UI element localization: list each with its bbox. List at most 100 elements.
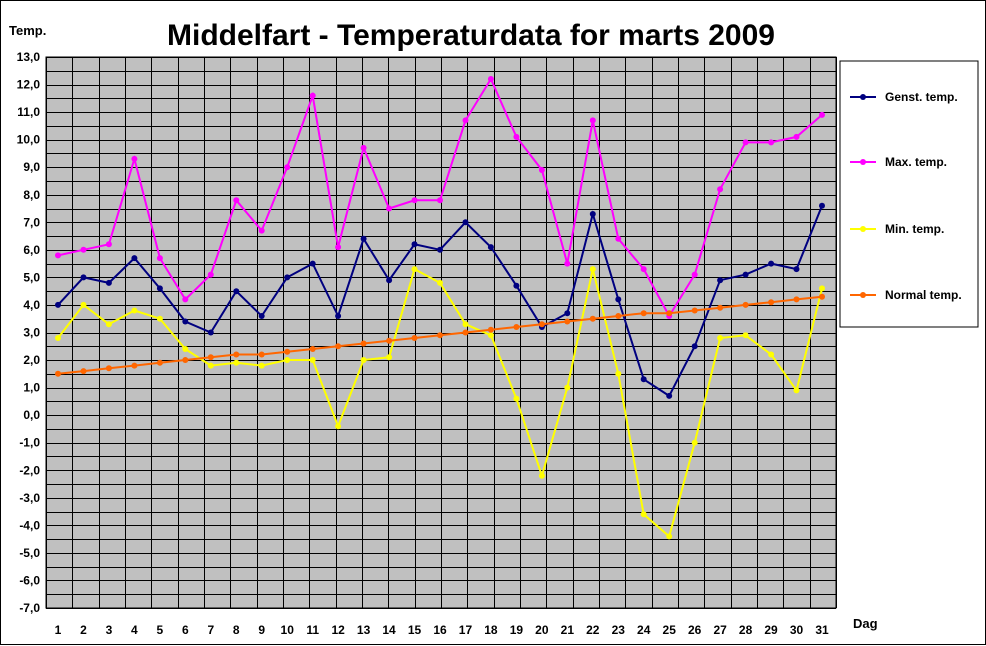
data-point bbox=[360, 144, 367, 151]
data-point bbox=[131, 255, 138, 262]
legend-swatch-marker bbox=[860, 94, 866, 100]
data-point bbox=[207, 329, 214, 336]
legend-label: Max. temp. bbox=[885, 155, 947, 169]
data-point bbox=[615, 296, 622, 303]
x-tick-label: 14 bbox=[382, 623, 396, 637]
y-tick-label: 1,0 bbox=[23, 381, 40, 395]
y-tick-label: 8,0 bbox=[23, 188, 40, 202]
x-tick-label: 23 bbox=[612, 623, 626, 637]
x-tick-label: 7 bbox=[207, 623, 214, 637]
data-point bbox=[386, 354, 393, 361]
data-point bbox=[538, 472, 545, 479]
data-point bbox=[513, 324, 520, 330]
y-tick-label: 0,0 bbox=[23, 408, 40, 422]
series-layer bbox=[55, 76, 825, 540]
data-point bbox=[131, 307, 138, 314]
data-point bbox=[207, 362, 214, 369]
data-point bbox=[437, 279, 443, 286]
x-tick-label: 29 bbox=[764, 623, 778, 637]
x-tick-label: 16 bbox=[433, 623, 447, 637]
y-tick-label: 2,0 bbox=[23, 353, 40, 367]
x-tick-label: 19 bbox=[510, 623, 524, 637]
data-point bbox=[258, 313, 265, 319]
data-point bbox=[819, 293, 825, 300]
data-point bbox=[768, 351, 775, 358]
y-tick-label: 12,0 bbox=[17, 78, 41, 92]
legend-label: Normal temp. bbox=[885, 288, 962, 302]
data-point bbox=[513, 282, 520, 289]
y-axis-ticks: 13,0 12,0 11,0 10,0 9,0 8,0 7,0 6,0 5,0 4,0 3,0 2,0… bbox=[17, 50, 41, 615]
data-point bbox=[156, 255, 163, 262]
data-point bbox=[589, 117, 596, 124]
x-tick-label: 30 bbox=[790, 623, 804, 637]
data-point bbox=[335, 313, 342, 319]
data-point bbox=[513, 133, 520, 140]
data-point bbox=[182, 346, 189, 352]
x-tick-label: 3 bbox=[106, 623, 113, 637]
legend-swatch-marker bbox=[860, 292, 866, 298]
data-point bbox=[386, 277, 393, 284]
data-point bbox=[386, 205, 393, 212]
x-tick-label: 10 bbox=[281, 623, 295, 637]
legend-item: Normal temp. bbox=[850, 288, 962, 302]
data-point bbox=[589, 315, 596, 322]
data-point bbox=[564, 260, 571, 267]
y-tick-label: -2,0 bbox=[19, 463, 40, 477]
x-tick-label: 1 bbox=[55, 623, 62, 637]
y-tick-label: 4,0 bbox=[23, 298, 40, 312]
x-tick-label: 20 bbox=[535, 623, 549, 637]
y-tick-label: 5,0 bbox=[23, 270, 40, 284]
data-point bbox=[386, 337, 393, 344]
data-point bbox=[411, 335, 418, 341]
data-point bbox=[284, 164, 291, 171]
x-tick-label: 4 bbox=[131, 623, 138, 637]
data-point bbox=[105, 279, 112, 286]
series-4 bbox=[55, 293, 825, 377]
x-tick-label: 21 bbox=[561, 623, 575, 637]
y-tick-label: 10,0 bbox=[17, 133, 41, 147]
x-tick-label: 13 bbox=[357, 623, 371, 637]
data-point bbox=[233, 288, 240, 295]
x-tick-label: 25 bbox=[663, 623, 677, 637]
data-point bbox=[462, 219, 469, 226]
x-tick-label: 28 bbox=[739, 623, 753, 637]
data-point bbox=[131, 362, 138, 369]
y-tick-label: -4,0 bbox=[19, 518, 40, 532]
data-point bbox=[55, 335, 61, 341]
x-axis-ticks: 1 2 3 4 5 6 7 8 9 10 11 12 13 14 15 16 17 18 19 20 21 22 23 24 2… bbox=[55, 623, 829, 637]
data-point bbox=[538, 167, 545, 173]
x-tick-label: 17 bbox=[459, 623, 473, 637]
legend: Genst. temp. Max. temp. Min. temp. Normal t… bbox=[839, 60, 979, 328]
data-point bbox=[233, 359, 240, 366]
x-tick-label: 27 bbox=[713, 623, 727, 637]
data-point bbox=[335, 423, 342, 430]
y-tick-label: 7,0 bbox=[23, 215, 40, 229]
legend-box bbox=[839, 60, 979, 328]
x-tick-label: 11 bbox=[306, 623, 319, 637]
data-point bbox=[411, 266, 418, 273]
data-point bbox=[207, 271, 214, 278]
legend-item: Min. temp. bbox=[850, 222, 944, 236]
x-axis-title: Dag bbox=[853, 616, 878, 631]
x-tick-label: 15 bbox=[408, 623, 422, 637]
y-tick-label: 6,0 bbox=[23, 243, 40, 257]
x-tick-label: 18 bbox=[484, 623, 498, 637]
data-point bbox=[462, 329, 469, 336]
series-3 bbox=[55, 266, 825, 540]
data-point bbox=[55, 252, 61, 259]
data-point bbox=[564, 384, 571, 391]
data-point bbox=[437, 246, 443, 253]
data-point bbox=[335, 343, 342, 350]
data-point bbox=[691, 271, 698, 278]
data-point bbox=[742, 332, 749, 339]
y-tick-label: 13,0 bbox=[17, 50, 41, 64]
data-point bbox=[589, 211, 596, 217]
legend-label: Genst. temp. bbox=[885, 90, 958, 104]
legend-label: Min. temp. bbox=[885, 222, 944, 236]
y-tick-label: 11,0 bbox=[17, 105, 40, 119]
data-point bbox=[411, 197, 418, 204]
data-point bbox=[105, 241, 112, 248]
data-point bbox=[207, 354, 214, 361]
